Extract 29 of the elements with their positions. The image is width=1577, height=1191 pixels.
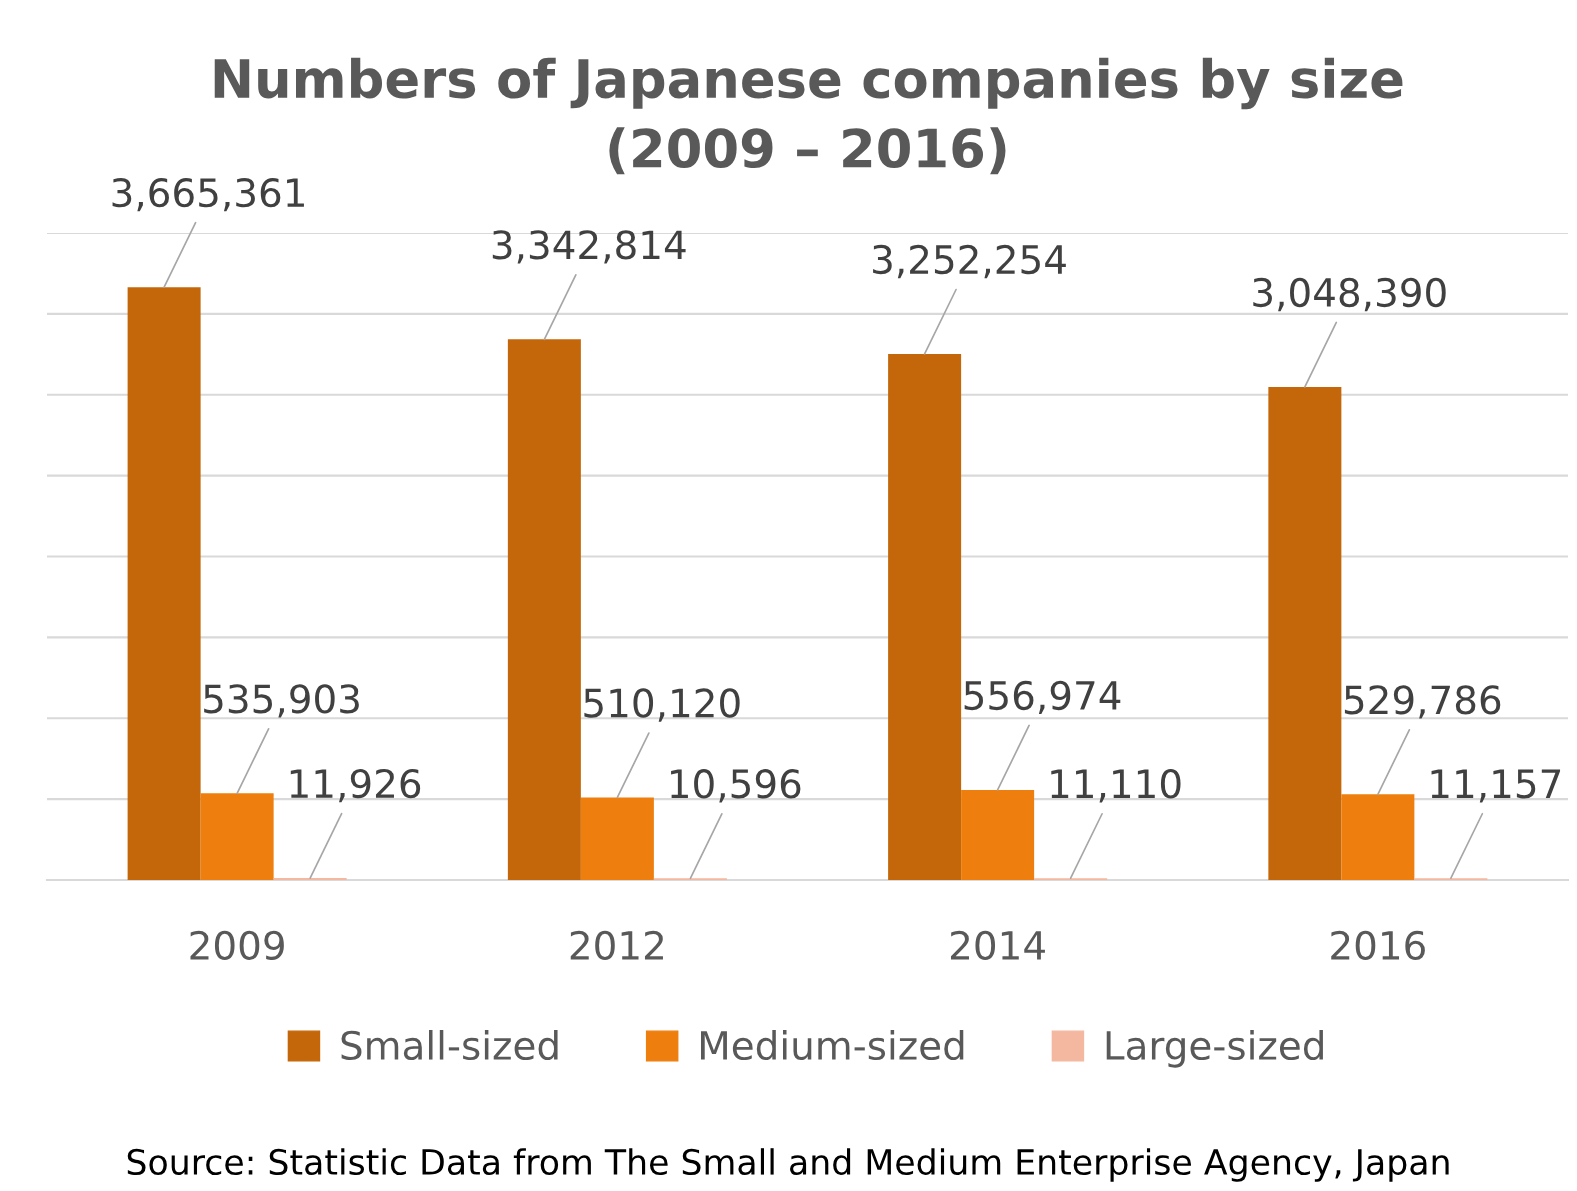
data-label: 510,120 [584,688,740,722]
bar [1341,794,1415,880]
bar [200,793,274,880]
legend-label: Medium-sized [701,1030,964,1061]
data-label: 3,048,390 [1253,277,1446,312]
x-tick-label: 2012 [570,930,663,961]
source-note: Source: Statistic Data from The Small and Medium Enterprise Agency, Japan [127,1148,1449,1182]
bar [580,797,654,880]
legend-label: Large-sized [1106,1030,1323,1068]
data-label: 529,786 [1344,685,1501,719]
chart-title: Numbers of Japanese companies by size (2009 – 2016) [214,57,1403,175]
data-label: 556,974 [964,680,1121,715]
data-label: 3,342,814 [492,230,686,264]
bar [507,339,581,880]
data-label: 3,252,254 [873,244,1066,279]
data-label: 535,903 [204,684,359,718]
data-label: 11,926 [290,768,421,803]
bar [888,353,962,880]
x-tick-label: 2014 [950,930,1045,961]
data-label: 10,596 [671,769,801,803]
bar [127,287,201,880]
bar [1268,386,1342,880]
x-tick-label: 2016 [1331,930,1425,961]
data-label: 3,665,361 [112,177,304,212]
x-tick-label: 2009 [190,930,284,961]
data-label: 11,157 [1431,769,1561,803]
legend-label: Small-sized [341,1030,558,1061]
bar [961,789,1035,880]
data-label: 11,110 [1051,769,1181,803]
